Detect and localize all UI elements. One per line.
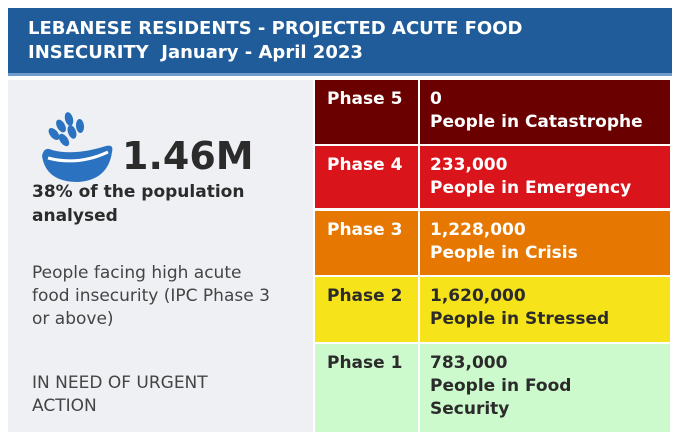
phase-label-cell: Phase 1 <box>315 344 418 432</box>
call-to-action: IN NEED OF URGENT ACTION <box>32 373 208 416</box>
phase-value: 0 <box>430 89 442 109</box>
phase-description: People in Emergency <box>430 178 632 198</box>
bowl-icon <box>42 112 113 182</box>
phase-label-cell: Phase 4 <box>315 146 418 208</box>
phase-label-cell: Phase 5 <box>315 80 418 144</box>
phase-description: People in Food Security <box>430 376 572 419</box>
phase-label-cell: Phase 3 <box>315 211 418 275</box>
phase-value-cell: 783,000 People in Food Security <box>420 344 670 432</box>
summary-panel: 1.46M 38% of the population analysed Peo… <box>8 80 313 432</box>
share: 38% of the population analysed <box>32 182 245 226</box>
phase-description: People in Stressed <box>430 309 610 329</box>
header-title: LEBANESE RESIDENTS - PROJECTED ACUTE FOO… <box>28 18 523 63</box>
phase-value: 1,228,000 <box>430 220 526 240</box>
phase-value: 233,000 <box>430 155 508 175</box>
phase-value: 783,000 <box>430 353 508 373</box>
phase-description: People in Crisis <box>430 243 578 263</box>
phase-value: 1,620,000 <box>430 286 526 306</box>
phase-label-cell: Phase 2 <box>315 277 418 342</box>
phase-value-cell: 233,000 People in Emergency <box>420 146 670 208</box>
phase-value-cell: 0 People in Catastrophe <box>420 80 670 144</box>
header: LEBANESE RESIDENTS - PROJECTED ACUTE FOO… <box>8 8 672 76</box>
phase-value-cell: 1,228,000 People in Crisis <box>420 211 670 275</box>
phase-value-cell: 1,620,000 People in Stressed <box>420 277 670 342</box>
description: People facing high acute food insecurity… <box>32 263 270 329</box>
header-subtitle: January - April 2023 <box>161 42 363 63</box>
phase-description: People in Catastrophe <box>430 112 643 132</box>
headline: 1.46M <box>122 134 254 178</box>
